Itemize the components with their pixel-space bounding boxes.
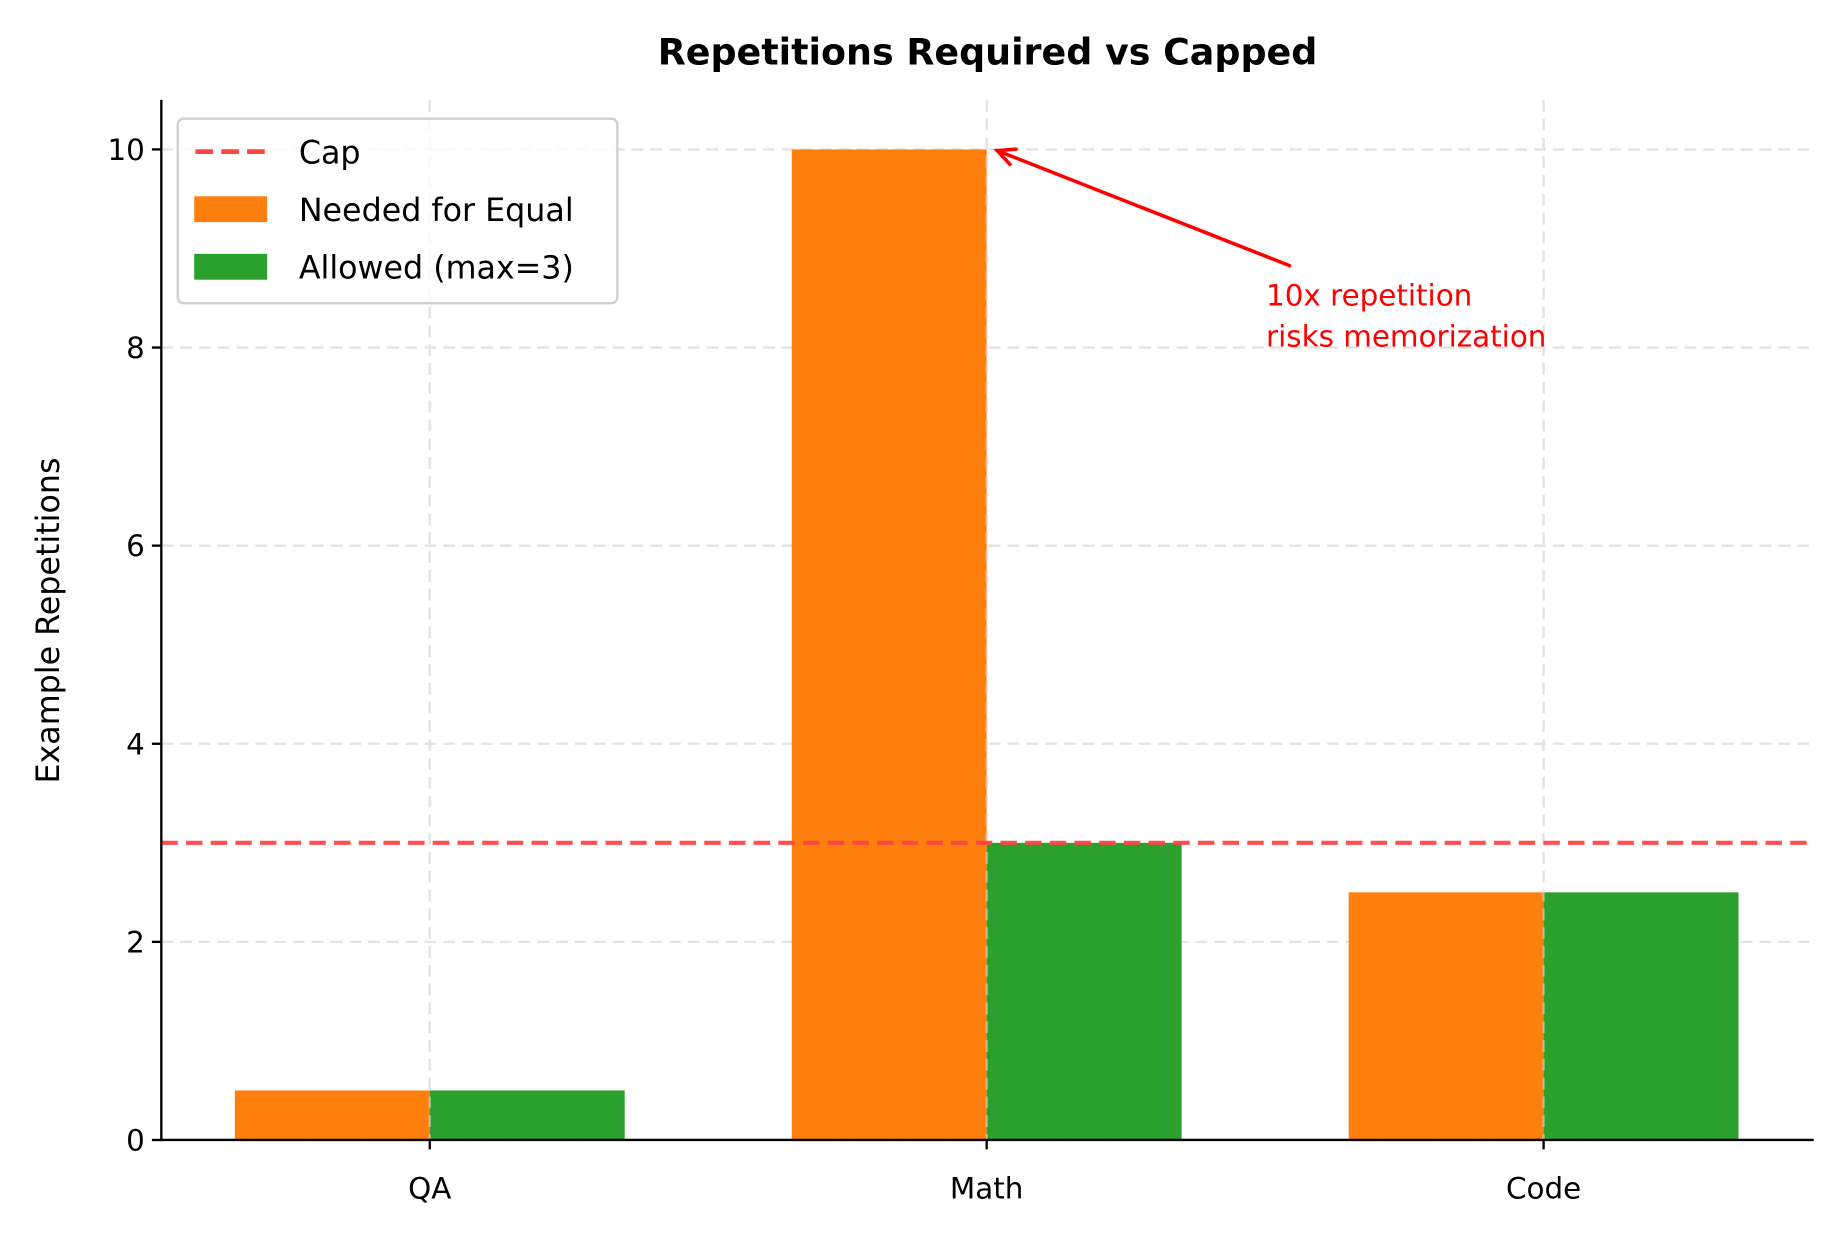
annotation-arrowhead xyxy=(993,147,1018,167)
y-tick-label: 10 xyxy=(107,133,144,167)
legend-needed-swatch xyxy=(194,196,268,223)
chart-title: Repetitions Required vs Capped xyxy=(658,31,1318,74)
bars xyxy=(234,99,1739,1140)
x-tick-label: QA xyxy=(408,1172,451,1206)
legend-allowed-label: Allowed (max=3) xyxy=(299,251,574,287)
y-tick-label: 8 xyxy=(126,331,145,365)
legend-needed-label: Needed for Equal xyxy=(299,193,574,229)
axes: 0 2 4 6 8 10 QA Math Code xyxy=(107,99,1814,1206)
x-tick-label: Math xyxy=(950,1172,1023,1206)
bar-qa-series-0 xyxy=(234,1090,430,1140)
bar-code-series-0 xyxy=(1348,892,1544,1140)
bar-qa-series-1 xyxy=(429,1090,625,1140)
annotation: 10x repetition risks memorization xyxy=(993,147,1546,354)
legend: Cap Needed for Equal Allowed (max=3) xyxy=(176,117,619,305)
legend-box xyxy=(176,117,619,305)
annotation-line-2: risks memorization xyxy=(1266,320,1546,354)
bar-math-series-1 xyxy=(986,842,1182,1140)
y-tick-label: 2 xyxy=(126,925,145,959)
y-axis-label: Example Repetitions xyxy=(31,458,67,784)
y-tick-label: 6 xyxy=(126,529,145,563)
annotation-line-1: 10x repetition xyxy=(1266,279,1472,313)
bar-math-series-0 xyxy=(791,149,987,1140)
legend-allowed-swatch xyxy=(194,253,268,280)
y-tick-label: 4 xyxy=(126,727,145,761)
y-tick-label: 0 xyxy=(126,1124,145,1158)
x-tick-label: Code xyxy=(1506,1172,1581,1206)
legend-cap-label: Cap xyxy=(299,135,361,171)
annotation-arrow xyxy=(995,148,1292,268)
bar-code-series-1 xyxy=(1543,892,1739,1140)
